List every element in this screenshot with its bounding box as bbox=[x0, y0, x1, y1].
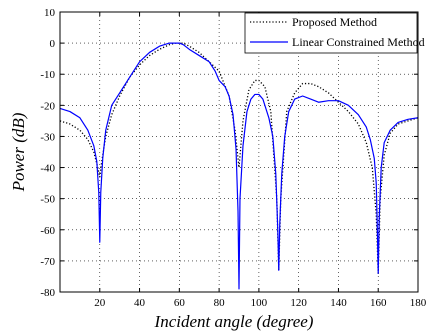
series-layer bbox=[59, 42, 419, 290]
y-tick-label: -50 bbox=[40, 194, 55, 206]
y-tick-label: -30 bbox=[40, 131, 55, 143]
legend: Proposed Method Linear Constrained Metho… bbox=[244, 12, 425, 54]
y-tick-label: 10 bbox=[44, 7, 56, 19]
grid-lines bbox=[60, 12, 418, 292]
x-axis-title: Incident angle (degree) bbox=[154, 312, 314, 331]
x-tick-labels: 20 40 60 80 100 120 140 160 180 bbox=[94, 297, 426, 309]
y-axis-title: Power (dB) bbox=[9, 112, 28, 192]
x-tick-label: 100 bbox=[251, 297, 268, 309]
legend-label-linear-constrained: Linear Constrained Method bbox=[292, 35, 425, 49]
plot-frame bbox=[59, 11, 419, 293]
y-tick-label: -20 bbox=[40, 100, 55, 112]
x-tick-label: 180 bbox=[410, 297, 427, 309]
legend-box bbox=[244, 12, 418, 54]
series-line-linear-constrained bbox=[59, 42, 419, 290]
x-tick-label: 120 bbox=[290, 297, 307, 309]
y-tick-label: 0 bbox=[50, 38, 56, 50]
legend-label-proposed: Proposed Method bbox=[292, 15, 377, 29]
x-tick-label: 20 bbox=[94, 297, 106, 309]
y-tick-label: -80 bbox=[40, 287, 55, 299]
y-tick-label: -70 bbox=[40, 256, 55, 268]
y-tick-labels: 10 0 -10 -20 -30 -40 -50 -60 -70 -80 bbox=[40, 7, 55, 299]
x-tick-label: 60 bbox=[174, 297, 186, 309]
x-tick-label: 80 bbox=[214, 297, 226, 309]
x-tick-label: 140 bbox=[330, 297, 347, 309]
x-tick-label: 160 bbox=[370, 297, 387, 309]
y-tick-label: -10 bbox=[40, 69, 55, 81]
x-tick-label: 40 bbox=[134, 297, 146, 309]
tick-marks bbox=[60, 11, 419, 293]
y-tick-label: -40 bbox=[40, 163, 55, 175]
y-tick-label: -60 bbox=[40, 225, 55, 237]
series-line-proposed bbox=[59, 42, 419, 274]
